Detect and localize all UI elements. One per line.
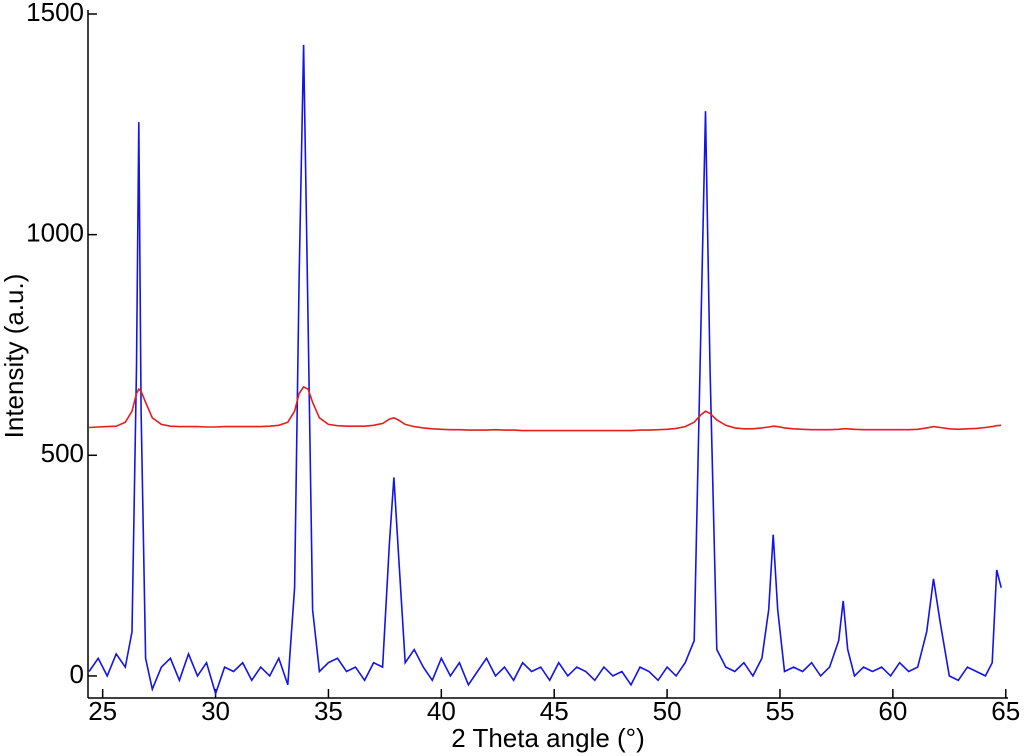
x-tick-label: 50 [653, 696, 682, 726]
y-tick-label: 1000 [26, 218, 84, 248]
x-tick-label: 40 [427, 696, 456, 726]
x-tick-label: 30 [201, 696, 230, 726]
x-tick-label: 25 [88, 696, 117, 726]
x-axis-label: 2 Theta angle (°) [451, 723, 644, 753]
y-tick-label: 1500 [26, 0, 84, 27]
x-tick-label: 65 [991, 696, 1020, 726]
x-tick-label: 45 [540, 696, 569, 726]
y-tick-label: 0 [70, 659, 84, 689]
x-tick-label: 35 [314, 696, 343, 726]
data-line [89, 385, 1002, 432]
x-tick-label: 60 [878, 696, 907, 726]
y-tick-label: 500 [41, 438, 84, 468]
y-axis-label: Intensity (a.u.) [0, 274, 29, 439]
x-tick-label: 55 [766, 696, 795, 726]
data-line [88, 44, 1002, 697]
